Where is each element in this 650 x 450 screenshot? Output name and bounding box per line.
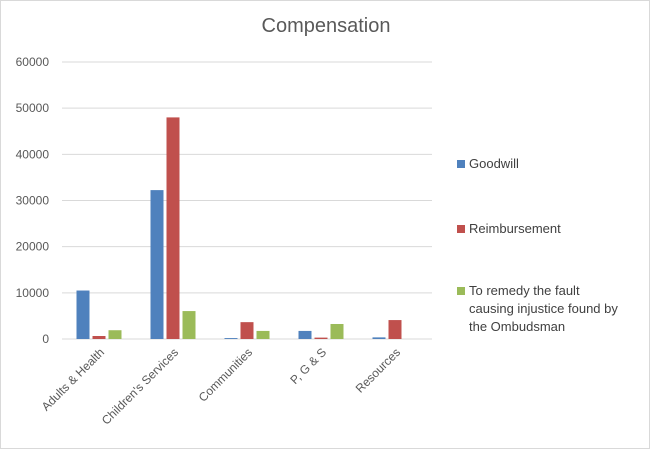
bar-1-5 (372, 337, 386, 339)
bar-3-2 (182, 311, 196, 339)
chart-title: Compensation (261, 15, 391, 37)
bar-2-1 (92, 335, 106, 339)
bar-3-3 (256, 330, 270, 339)
bar-2-5 (388, 320, 402, 339)
x-tick-label: Adults & Health (39, 345, 107, 413)
bar-1-3 (224, 338, 238, 339)
bar-3-4 (330, 323, 344, 339)
bar-2-2 (166, 117, 180, 340)
legend-item-remedy: To remedy the fault causing injustice fo… (457, 282, 627, 336)
legend-item-reimbursement: Reimbursement (457, 220, 637, 238)
y-tick-label: 30000 (16, 194, 50, 208)
legend-swatch (457, 160, 465, 168)
y-tick-label: 0 (42, 332, 49, 346)
legend-label: To remedy the fault causing injustice fo… (469, 283, 618, 334)
legend-label: Reimbursement (469, 221, 561, 236)
bar-1-1 (76, 290, 90, 339)
y-tick-label: 10000 (16, 286, 50, 300)
legend-swatch (457, 287, 465, 295)
legend-item-goodwill: Goodwill (457, 155, 637, 173)
x-tick-label: Children's Services (99, 345, 181, 427)
x-tick-label: Communities (196, 345, 255, 404)
bar-2-3 (240, 322, 254, 339)
legend-label: Goodwill (469, 156, 519, 171)
y-tick-label: 40000 (16, 147, 50, 161)
bar-1-4 (298, 330, 312, 339)
bar-2-4 (314, 337, 328, 339)
y-tick-label: 50000 (16, 101, 50, 115)
bar-3-1 (108, 330, 122, 339)
y-tick-label: 60000 (16, 55, 50, 69)
y-tick-label: 20000 (16, 240, 50, 254)
legend-swatch (457, 225, 465, 233)
x-tick-label: Resources (353, 345, 403, 395)
x-tick-label: P, G & S (287, 345, 329, 387)
bar-1-2 (150, 190, 164, 339)
